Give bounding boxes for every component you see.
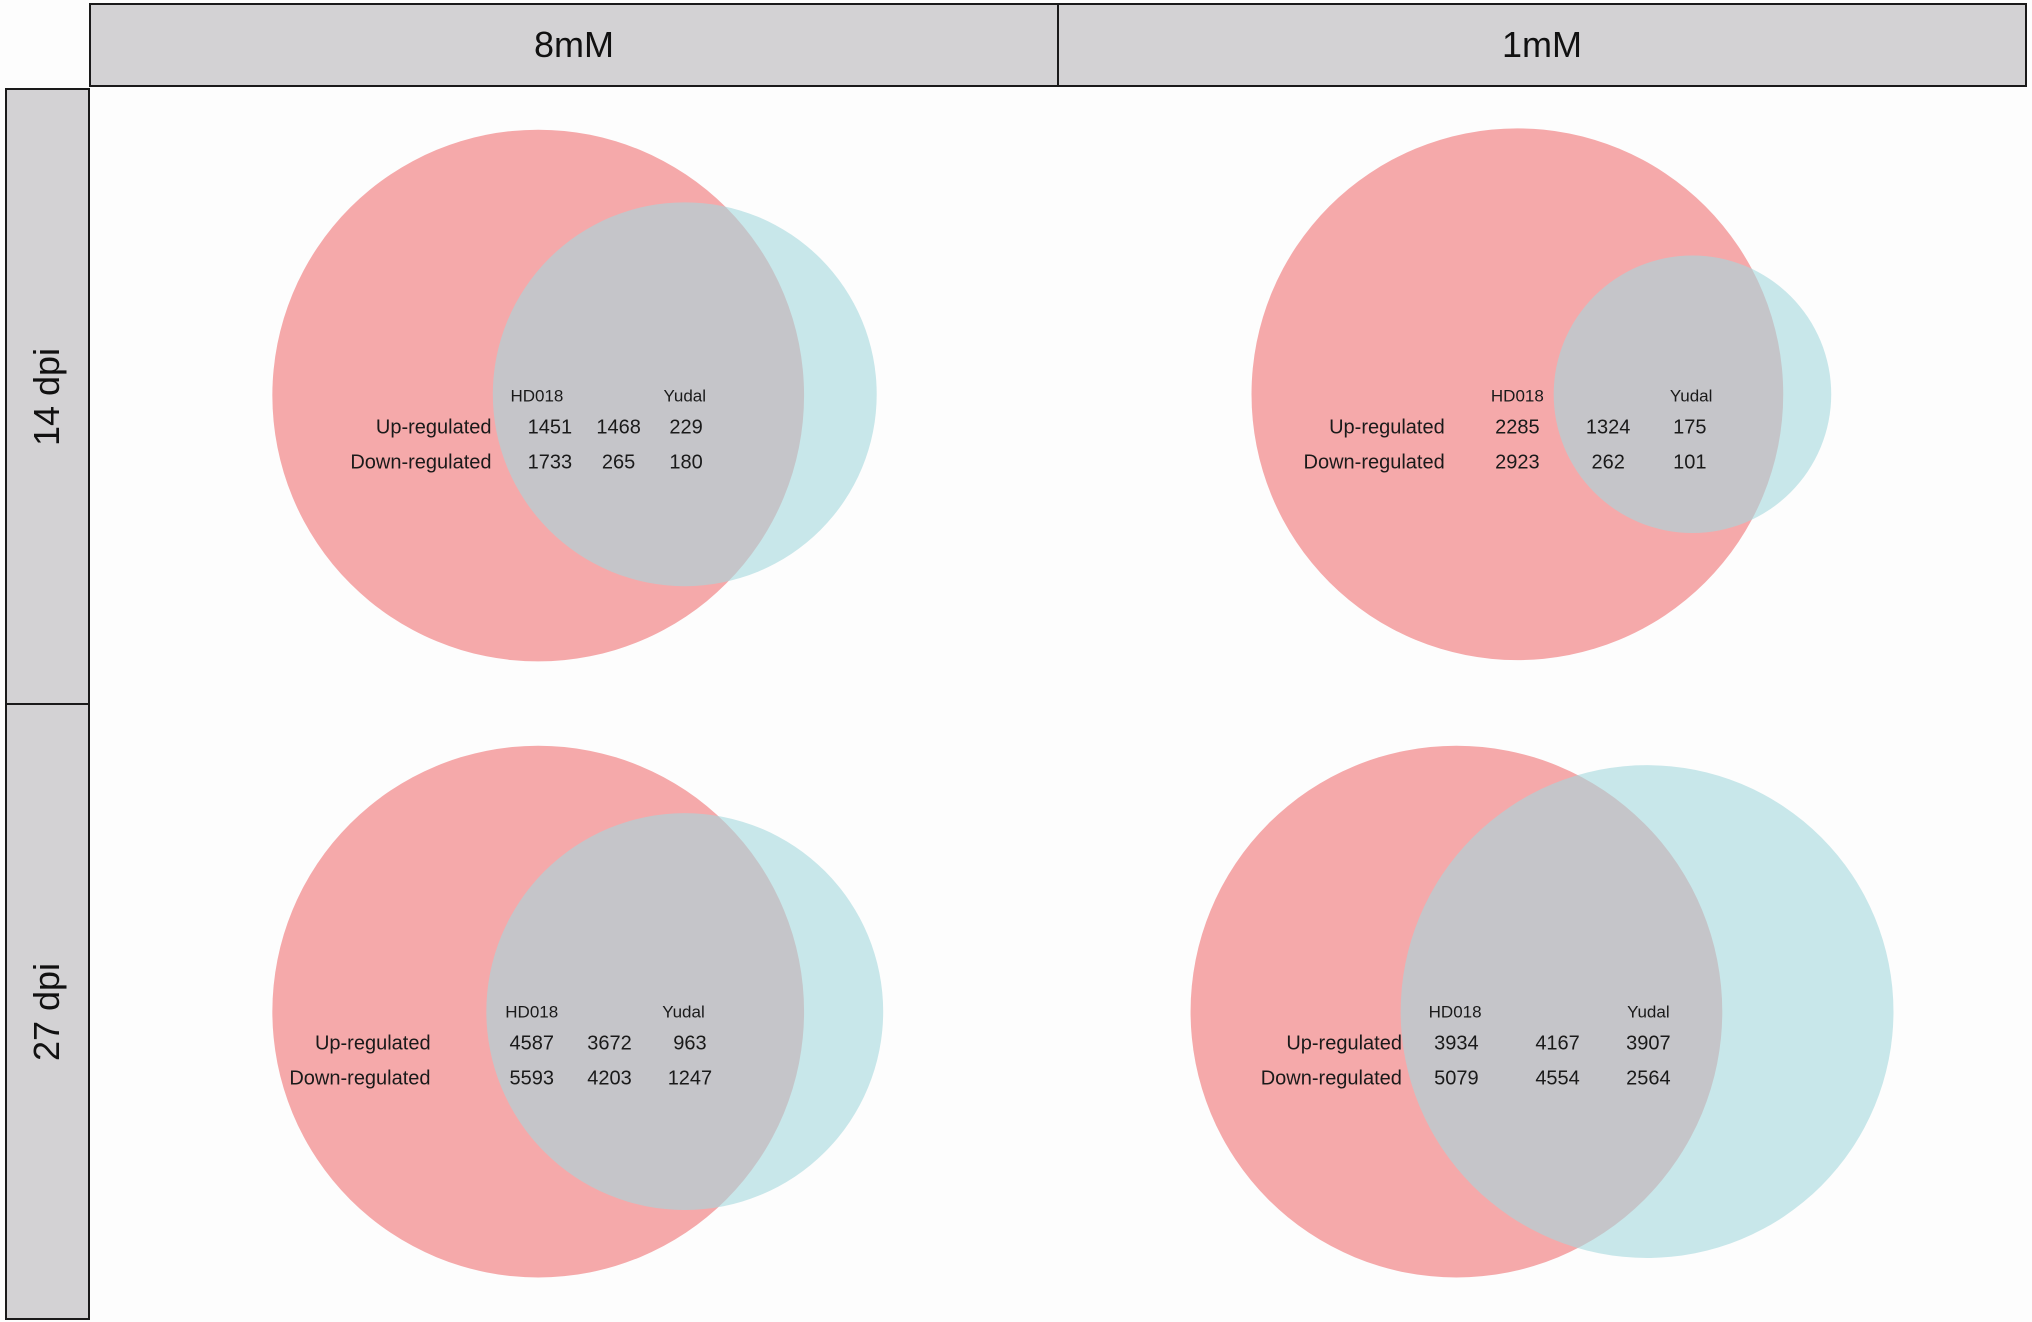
up-count-shared-1mm-27dpi: 4167 [1535,1032,1580,1054]
up-regulated-label-8mm-14dpi: Up-regulated [376,416,492,438]
down-count-hd018-only-1mm-14dpi: 2923 [1495,451,1540,473]
set-label-hd018-1mm-27dpi: HD018 [1429,1002,1482,1021]
up-count-hd018-only-1mm-27dpi: 3934 [1434,1032,1479,1054]
set-label-yudal-1mm-27dpi: Yudal [1627,1002,1670,1021]
up-count-shared-8mm-14dpi: 1468 [596,416,641,438]
set-label-hd018-8mm-14dpi: HD018 [510,386,563,405]
yudal-circle-1mm-27dpi [1400,765,1894,1258]
down-count-yudal-only-1mm-27dpi: 2564 [1626,1067,1671,1089]
column-header-1mm: 1mM [1057,3,2027,87]
down-count-shared-8mm-27dpi: 4203 [587,1067,632,1089]
down-regulated-label-1mm-14dpi: Down-regulated [1304,451,1445,473]
yudal-circle-8mm-14dpi [492,202,877,587]
set-label-yudal-8mm-27dpi: Yudal [662,1002,705,1021]
up-count-yudal-only-8mm-27dpi: 963 [673,1032,706,1054]
column-header-8mm: 8mM [89,3,1059,87]
down-count-hd018-only-1mm-27dpi: 5079 [1434,1067,1479,1089]
down-count-shared-1mm-14dpi: 262 [1591,451,1624,473]
venn-panel-1mm-27dpi [1190,745,1894,1278]
down-regulated-label-1mm-27dpi: Down-regulated [1261,1067,1402,1089]
yudal-circle-1mm-14dpi [1553,255,1832,534]
up-count-hd018-only-1mm-14dpi: 2285 [1495,416,1540,438]
up-regulated-label-1mm-14dpi: Up-regulated [1329,416,1445,438]
down-regulated-label-8mm-14dpi: Down-regulated [350,451,491,473]
down-regulated-label-8mm-27dpi: Down-regulated [289,1067,430,1089]
up-count-yudal-only-1mm-14dpi: 175 [1673,416,1706,438]
up-regulated-label-8mm-27dpi: Up-regulated [315,1032,431,1054]
down-count-shared-1mm-27dpi: 4554 [1535,1067,1580,1089]
up-count-yudal-only-1mm-27dpi: 3907 [1626,1032,1671,1054]
up-regulated-label-1mm-27dpi: Up-regulated [1286,1032,1402,1054]
set-label-yudal-8mm-14dpi: Yudal [663,386,706,405]
down-count-yudal-only-1mm-14dpi: 101 [1673,451,1706,473]
down-count-hd018-only-8mm-14dpi: 1733 [528,451,573,473]
row-header-14dpi: 14 dpi [5,88,90,705]
down-count-yudal-only-8mm-14dpi: 180 [669,451,702,473]
up-count-shared-1mm-14dpi: 1324 [1586,416,1631,438]
up-count-hd018-only-8mm-27dpi: 4587 [509,1032,554,1054]
up-count-yudal-only-8mm-14dpi: 229 [669,416,702,438]
set-label-hd018-8mm-27dpi: HD018 [505,1002,558,1021]
hd018-circle-1mm-14dpi [1251,128,1784,661]
venn-panel-8mm-27dpi [272,745,884,1278]
up-count-shared-8mm-27dpi: 3672 [587,1032,632,1054]
venn-panel-1mm-14dpi [1251,128,1832,661]
venn-panel-8mm-14dpi [272,129,877,662]
down-count-shared-8mm-14dpi: 265 [602,451,635,473]
set-label-hd018-1mm-14dpi: HD018 [1491,386,1544,405]
down-count-hd018-only-8mm-27dpi: 5593 [509,1067,554,1089]
up-count-hd018-only-8mm-14dpi: 1451 [528,416,573,438]
set-label-yudal-1mm-14dpi: Yudal [1670,386,1713,405]
row-header-27dpi: 27 dpi [5,703,90,1320]
down-count-yudal-only-8mm-27dpi: 1247 [668,1067,713,1089]
yudal-circle-8mm-27dpi [486,813,884,1211]
